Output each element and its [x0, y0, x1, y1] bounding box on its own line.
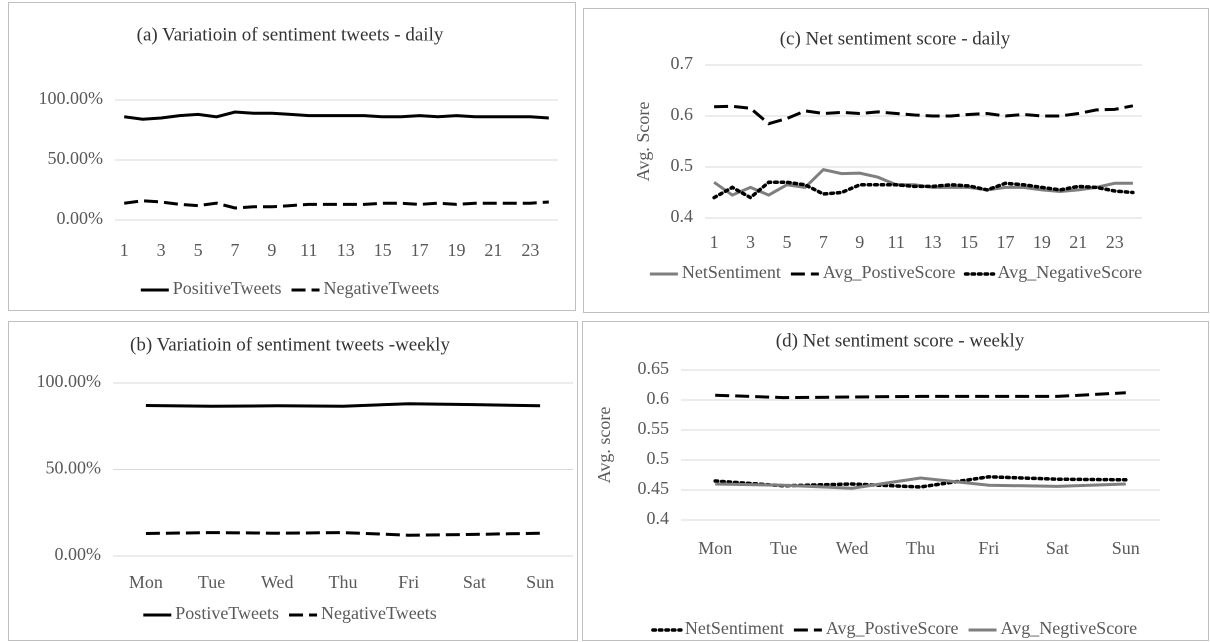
y-tick-label: 0.6: [647, 388, 670, 408]
legend: PostiveTweets NegativeTweets: [143, 603, 437, 623]
panel-a: [8, 2, 576, 311]
x-tick-label: 7: [230, 240, 239, 260]
legend-label: Avg_NegativeScore: [998, 262, 1143, 282]
y-tick-label: 50.00%: [48, 148, 104, 168]
chart-title: (c) Net sentiment score - daily: [780, 28, 1011, 49]
y-tick-label: 0.00%: [55, 544, 102, 564]
y-tick-label: 0.65: [638, 358, 670, 378]
legend-label: PostiveTweets: [175, 603, 279, 623]
y-tick-label: 0.00%: [57, 208, 104, 228]
legend: NetSentiment Avg_PostiveScore Avg_Negative…: [649, 262, 1143, 282]
legend: PositiveTweets NegativeTweets: [140, 278, 440, 298]
x-tick-label: Fri: [978, 538, 999, 558]
y-tick-label: 0.4: [671, 206, 694, 226]
x-tick-label: 9: [267, 240, 276, 260]
x-tick-label: Wed: [836, 538, 869, 558]
panel-c: [583, 8, 1209, 313]
y-axis-title: Avg. Score: [633, 102, 653, 182]
x-tick-label: 9: [855, 232, 864, 252]
x-tick-label: 3: [157, 240, 166, 260]
series-line: [715, 476, 1126, 490]
x-tick-label: 19: [447, 240, 465, 260]
x-tick-label: Mon: [698, 538, 732, 558]
x-tick-label: Sat: [463, 572, 486, 592]
chart-title: (d) Net sentiment score - weekly: [776, 330, 1025, 351]
legend-label: NetSentiment: [685, 618, 784, 638]
legend-label: Avg_PostiveScore: [823, 262, 956, 282]
legend-label: Avg_NegtiveScore: [1001, 618, 1138, 638]
x-tick-label: Sun: [526, 572, 554, 592]
x-tick-label: 19: [1033, 232, 1051, 252]
series-line: [712, 180, 1135, 200]
x-tick-label: 17: [996, 232, 1014, 252]
x-tick-label: 1: [710, 232, 719, 252]
series-line: [145, 531, 541, 537]
x-tick-label: Mon: [129, 572, 163, 592]
x-tick-label: Sun: [1112, 538, 1140, 558]
x-tick-label: 3: [746, 232, 755, 252]
x-tick-label: 23: [1106, 232, 1124, 252]
legend-label: NetSentiment: [682, 262, 781, 282]
x-tick-label: Thu: [906, 538, 935, 558]
x-tick-label: Tue: [770, 538, 797, 558]
chart-title: (b) Variatioin of sentiment tweets -week…: [130, 334, 450, 355]
x-tick-label: 5: [194, 240, 203, 260]
y-tick-label: 50.00%: [46, 458, 102, 478]
chart-title: (a) Variatioin of sentiment tweets - dai…: [137, 24, 444, 45]
y-tick-label: 0.6: [671, 104, 694, 124]
y-tick-label: 0.45: [638, 478, 670, 498]
series-line: [124, 110, 549, 121]
y-tick-label: 0.5: [671, 155, 694, 175]
x-tick-label: 11: [888, 232, 905, 252]
legend-label: NegativeTweets: [324, 278, 440, 298]
x-tick-label: 17: [411, 240, 429, 260]
x-tick-label: 13: [924, 232, 942, 252]
legend-label: PositiveTweets: [173, 278, 282, 298]
legend-label: NegativeTweets: [321, 603, 437, 623]
x-tick-label: 15: [374, 240, 392, 260]
y-axis-title: Avg. score: [594, 407, 614, 484]
x-tick-label: Sat: [1046, 538, 1069, 558]
y-tick-label: 0.7: [671, 53, 694, 73]
series-line: [715, 391, 1126, 400]
legend: NetSentiment Avg_PostiveScore Avg_NegtiveS…: [651, 618, 1138, 638]
x-tick-label: 21: [1069, 232, 1087, 252]
x-tick-label: Wed: [261, 572, 294, 592]
x-tick-label: 13: [337, 240, 355, 260]
x-tick-label: 5: [782, 232, 791, 252]
series-line: [145, 402, 541, 408]
x-tick-label: 15: [960, 232, 978, 252]
y-tick-label: 0.55: [638, 418, 670, 438]
x-tick-label: 7: [819, 232, 828, 252]
x-tick-label: 23: [521, 240, 539, 260]
x-tick-label: 21: [484, 240, 502, 260]
x-tick-label: 1: [120, 240, 129, 260]
x-tick-label: Fri: [398, 572, 419, 592]
y-tick-label: 0.5: [647, 448, 670, 468]
panel-b: [8, 321, 578, 641]
y-tick-label: 100.00%: [39, 88, 104, 108]
y-tick-label: 0.4: [647, 508, 670, 528]
legend-label: Avg_PostiveScore: [826, 618, 959, 638]
x-tick-label: Thu: [329, 572, 358, 592]
series-line: [124, 199, 549, 210]
y-tick-label: 100.00%: [37, 371, 102, 391]
x-tick-label: Tue: [198, 572, 225, 592]
x-tick-label: 11: [300, 240, 317, 260]
